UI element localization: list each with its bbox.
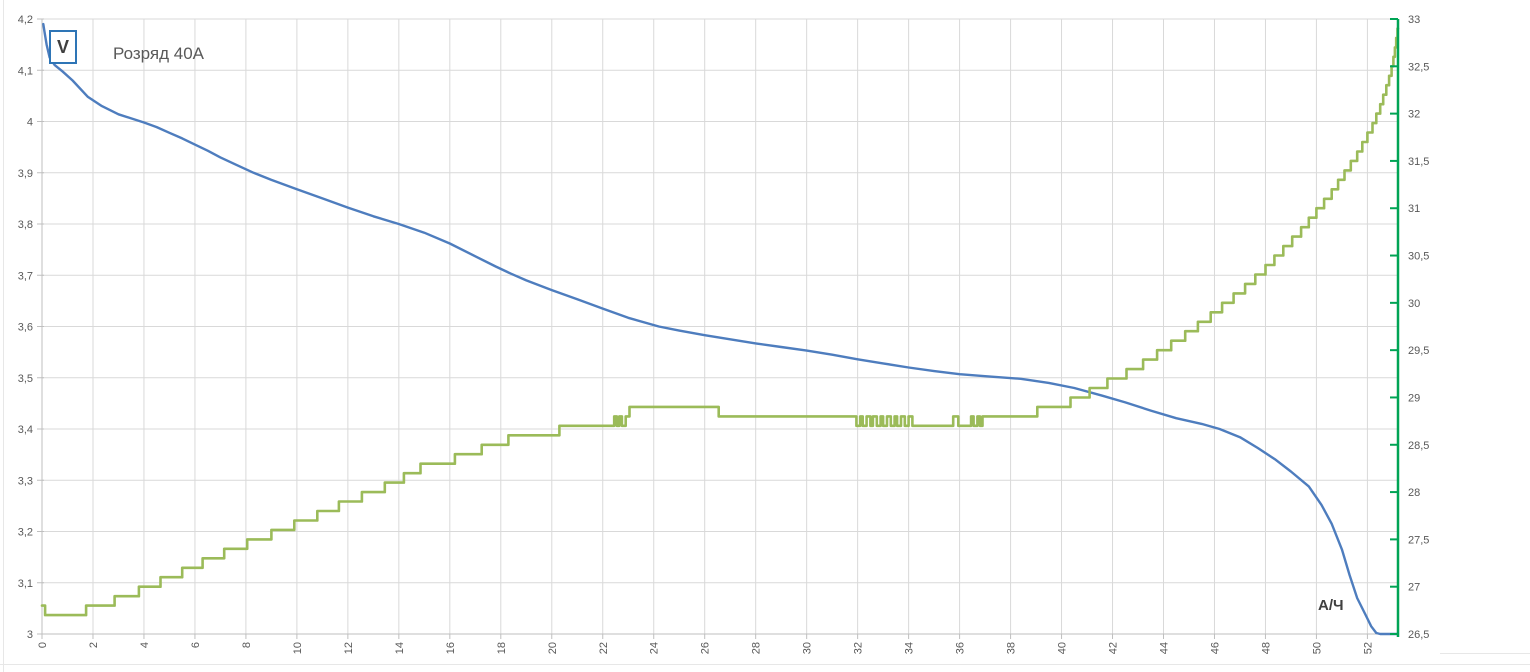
y-right-tick-label: 28,5 xyxy=(1408,440,1429,452)
y-right-tick-label: 31,5 xyxy=(1408,156,1429,168)
x-tick-label: 30 xyxy=(802,642,814,654)
x-tick-label: 16 xyxy=(445,642,457,654)
y-left-tick-label: 3,5 xyxy=(18,373,33,385)
y-right-tick-label: 28 xyxy=(1408,487,1420,499)
x-tick-label: 14 xyxy=(394,642,406,654)
y-left-tick-label: 3,1 xyxy=(18,578,33,590)
y-right-tick-label: 30,5 xyxy=(1408,251,1429,263)
temperature-series-line xyxy=(40,27,1400,617)
y-right-tick-label: 32,5 xyxy=(1408,61,1429,73)
y-left-tick-label: 3,4 xyxy=(18,424,33,436)
y-right-tick-label: 30 xyxy=(1408,298,1420,310)
y-left-tick-label: 3,6 xyxy=(18,322,33,334)
x-tick-label: 22 xyxy=(598,642,610,654)
x-axis-unit-label: А/Ч xyxy=(1318,597,1344,614)
y-right-tick-label: 29 xyxy=(1408,392,1420,404)
x-tick-label: 0 xyxy=(37,642,49,648)
x-tick-label: 20 xyxy=(547,642,559,654)
x-tick-label: 10 xyxy=(292,642,304,654)
x-tick-label: 48 xyxy=(1260,642,1272,654)
x-tick-label: 6 xyxy=(190,642,202,648)
y-left-tick-label: 3,8 xyxy=(18,219,33,231)
y-right-tick-label: 26,5 xyxy=(1408,629,1429,641)
y-right-tick-label: 31 xyxy=(1408,203,1420,215)
x-tick-label: 50 xyxy=(1311,642,1323,654)
y-left-tick-label: 3,7 xyxy=(18,270,33,282)
x-tick-label: 38 xyxy=(1006,642,1018,654)
y-right-tick-label: 27 xyxy=(1408,582,1420,594)
x-tick-label: 32 xyxy=(853,642,865,654)
x-tick-label: 18 xyxy=(496,642,508,654)
x-tick-label: 2 xyxy=(88,642,100,648)
voltage-series-line xyxy=(42,22,1400,636)
x-tick-label: 34 xyxy=(904,642,916,654)
x-tick-label: 26 xyxy=(700,642,712,654)
y-left-tick-label: 4,1 xyxy=(18,65,33,77)
y-left-tick-label: 3 xyxy=(27,629,33,641)
x-tick-label: 46 xyxy=(1209,642,1221,654)
x-tick-label: 52 xyxy=(1362,642,1374,654)
y-left-tick-label: 3,9 xyxy=(18,168,33,180)
y-left-tick-label: 4,2 xyxy=(18,14,33,26)
y-right-tick-label: 33 xyxy=(1408,14,1420,26)
x-tick-label: 4 xyxy=(139,642,151,648)
y-left-tick-label: 3,3 xyxy=(18,475,33,487)
x-tick-label: 8 xyxy=(241,642,253,648)
left-axis-unit-box: V xyxy=(49,30,77,64)
y-right-tick-label: 27,5 xyxy=(1408,534,1429,546)
x-tick-label: 40 xyxy=(1057,642,1069,654)
y-right-tick-label: 29,5 xyxy=(1408,345,1429,357)
x-tick-label: 36 xyxy=(955,642,967,654)
y-left-tick-label: 4 xyxy=(27,117,33,129)
x-tick-label: 28 xyxy=(751,642,763,654)
chart-title: Розряд 40А xyxy=(113,44,205,63)
x-tick-label: 24 xyxy=(649,642,661,654)
left-axis-unit-label: V xyxy=(56,36,69,57)
x-tick-label: 12 xyxy=(343,642,355,654)
x-tick-label: 42 xyxy=(1108,642,1120,654)
y-right-tick-label: 32 xyxy=(1408,109,1420,121)
x-tick-label: 44 xyxy=(1159,642,1171,654)
y-left-tick-label: 3,2 xyxy=(18,527,33,539)
